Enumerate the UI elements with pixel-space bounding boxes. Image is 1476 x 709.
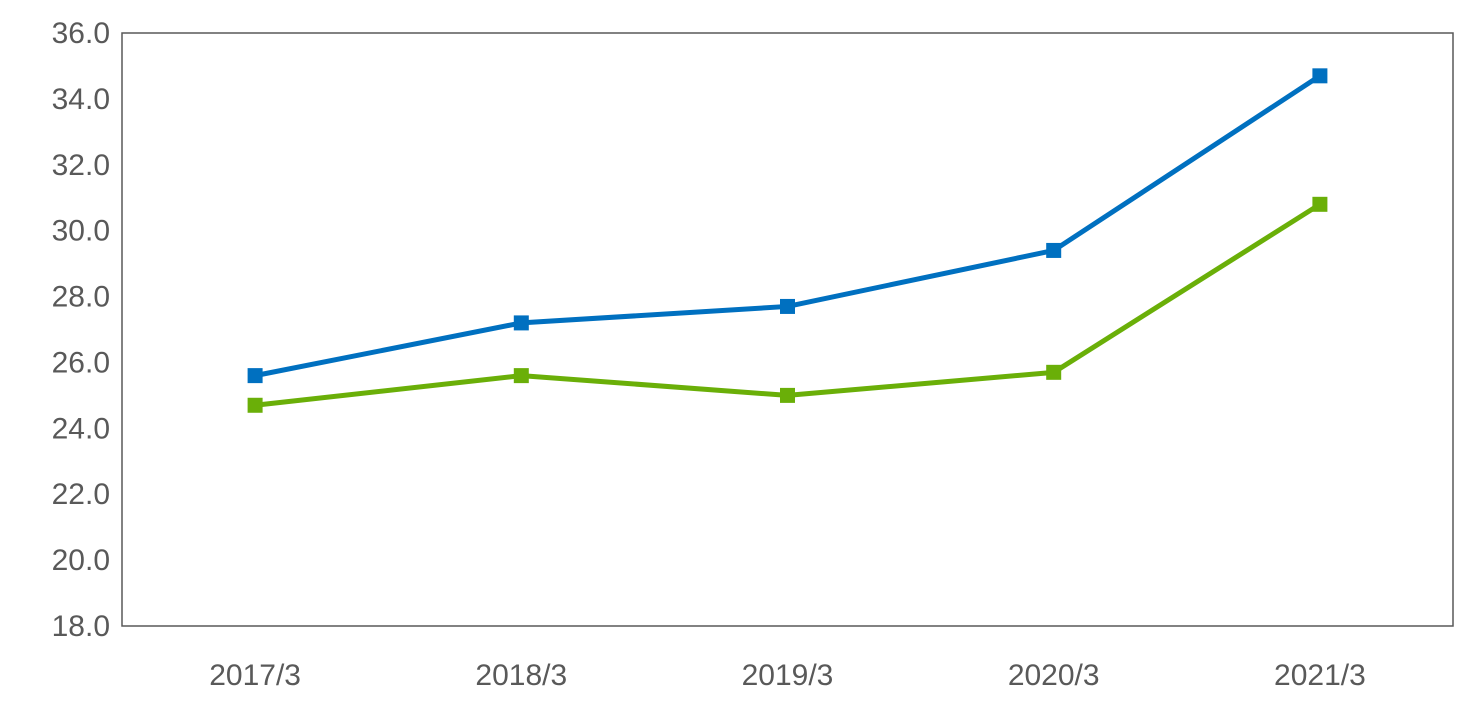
- y-tick-label: 30.0: [52, 215, 110, 248]
- data-point-marker: [513, 368, 529, 384]
- y-tick-label: 36.0: [52, 17, 110, 50]
- y-tick-label: 32.0: [52, 149, 110, 182]
- x-tick-label: 2021/3: [1274, 659, 1366, 692]
- y-axis: 18.0 20.0 22.0 24.0 26.0 28.0 30.0 32.0 34.0 36.0: [52, 17, 110, 643]
- x-tick-label: 2020/3: [1008, 659, 1100, 692]
- y-tick-label: 24.0: [52, 412, 110, 445]
- data-point-marker: [1046, 242, 1062, 258]
- plot-area: [121, 32, 1454, 627]
- x-tick-label: 2019/3: [742, 659, 834, 692]
- series-layer: [247, 68, 1328, 413]
- y-tick-label: 34.0: [52, 83, 110, 116]
- data-point-marker: [780, 298, 795, 314]
- data-point-marker: [1046, 364, 1062, 380]
- data-point-marker: [247, 368, 263, 384]
- x-tick-label: 2018/3: [475, 659, 567, 692]
- data-point-marker: [247, 397, 263, 413]
- series-2: [247, 196, 1328, 413]
- y-tick-label: 26.0: [52, 346, 110, 379]
- series-line: [254, 73, 1322, 379]
- x-axis: 2017/3 2018/3 2019/3 2020/3 2021/3: [209, 659, 1366, 692]
- data-point-marker: [1312, 196, 1328, 212]
- series-1: [247, 68, 1328, 384]
- y-tick-label: 22.0: [52, 478, 110, 511]
- y-tick-label: 18.0: [52, 610, 110, 643]
- x-tick-label: 2017/3: [209, 659, 301, 692]
- data-point-marker: [1312, 68, 1328, 84]
- y-tick-label: 20.0: [52, 544, 110, 577]
- data-point-marker: [780, 387, 795, 403]
- y-tick-label: 28.0: [52, 281, 110, 314]
- data-point-marker: [513, 315, 529, 331]
